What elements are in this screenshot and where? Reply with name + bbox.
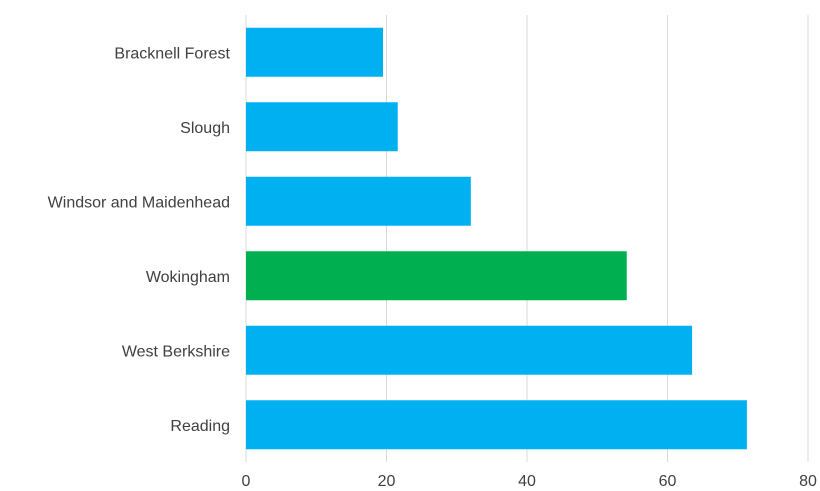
bar-wokingham xyxy=(246,251,627,301)
x-axis-tick-labels: 0 20 40 60 80 xyxy=(242,473,817,490)
category-label: Windsor and Maidenhead xyxy=(48,194,230,211)
x-tick-label: 20 xyxy=(378,473,396,490)
x-tick-label: 40 xyxy=(518,473,536,490)
category-labels: Bracknell Forest Slough Windsor and Maiden… xyxy=(48,45,231,435)
category-label: Slough xyxy=(180,120,230,137)
category-label: Bracknell Forest xyxy=(114,45,230,62)
category-label: Wokingham xyxy=(146,269,230,286)
x-tick-label: 80 xyxy=(799,473,817,490)
gridlines xyxy=(245,15,809,462)
bars xyxy=(246,27,747,450)
category-label: Reading xyxy=(170,418,230,435)
category-label: West Berkshire xyxy=(122,343,230,360)
bar-bracknell-forest xyxy=(246,27,383,77)
x-tick-label: 60 xyxy=(659,473,677,490)
bar-reading xyxy=(246,400,747,450)
bar-slough xyxy=(246,102,398,152)
bar-west-berkshire xyxy=(246,325,693,375)
x-tick-label: 0 xyxy=(242,473,251,490)
bar-windsor-and-maidenhead xyxy=(246,176,471,226)
